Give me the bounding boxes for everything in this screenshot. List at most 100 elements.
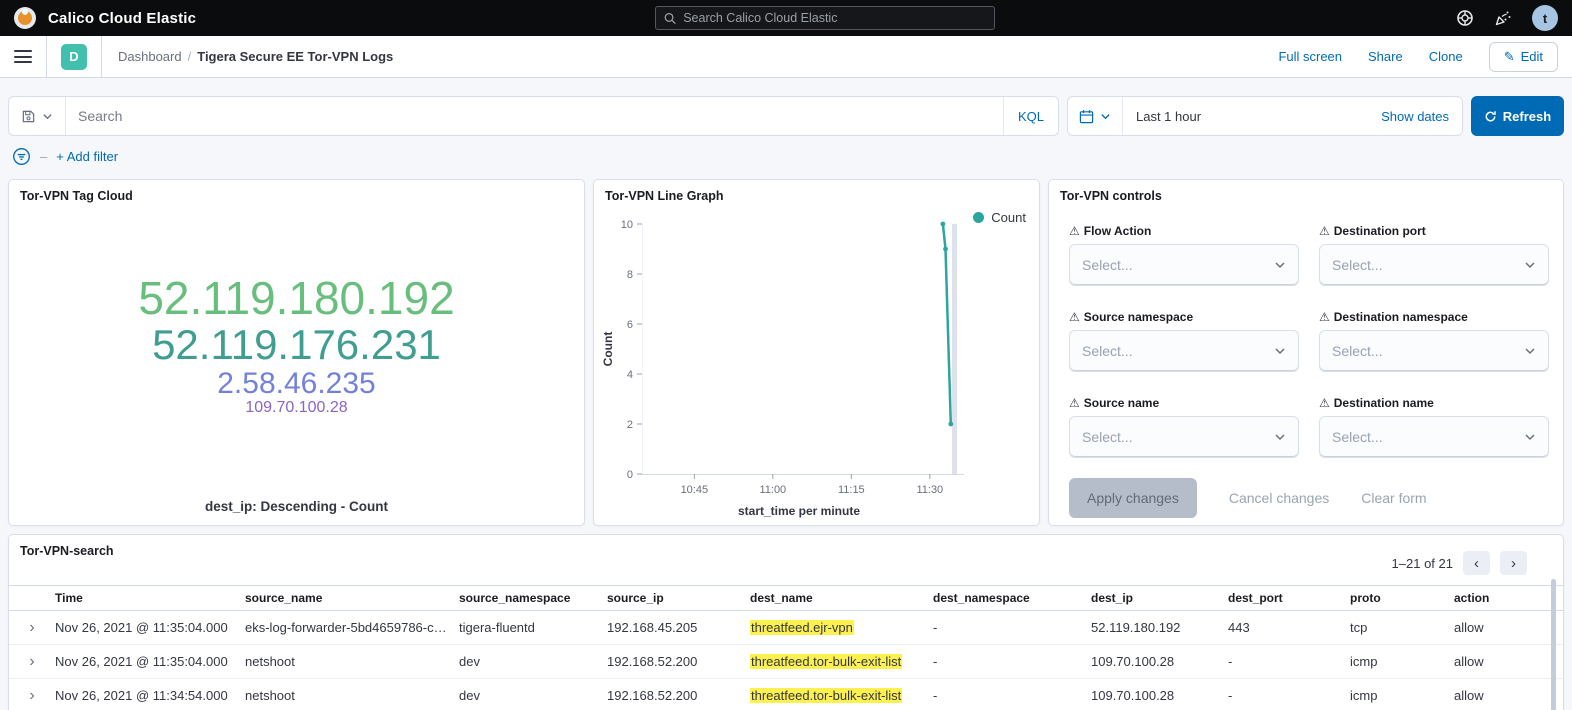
pagination: 1–21 of 21 ‹ ›: [1392, 551, 1527, 575]
next-page-button[interactable]: ›: [1500, 551, 1527, 575]
newsfeed-button[interactable]: [1494, 9, 1512, 27]
expand-row-button[interactable]: ›: [29, 652, 35, 670]
column-header-dest_port[interactable]: dest_port: [1228, 591, 1283, 605]
column-header-dest_namespace[interactable]: dest_namespace: [933, 591, 1030, 605]
space-segment: D: [47, 36, 102, 77]
clear-form-button[interactable]: Clear form: [1361, 490, 1427, 506]
chevron-down-icon: [1525, 262, 1535, 269]
tag-cloud-term[interactable]: 52.119.180.192: [138, 272, 455, 325]
cell-dest_ip: 109.70.100.28: [1091, 688, 1175, 703]
table-row: › Nov 26, 2021 @ 11:34:54.000 netshoot dev 1…: [9, 679, 1563, 710]
pencil-icon: ✎: [1503, 48, 1515, 64]
warning-icon: ⚠: [1069, 224, 1080, 238]
cell-action: allow: [1454, 620, 1484, 635]
column-header-dest_name[interactable]: dest_name: [750, 591, 813, 605]
expand-row-button[interactable]: ›: [29, 686, 35, 704]
cell-dest_ip: 52.119.180.192: [1091, 620, 1181, 635]
help-button[interactable]: [1456, 9, 1474, 27]
highlighted-value: threatfeed.tor-bulk-exit-list: [750, 688, 903, 703]
control-field-label: ⚠ Destination port: [1319, 224, 1426, 238]
add-filter-button[interactable]: + Add filter: [56, 148, 119, 164]
column-header-source_namespace[interactable]: source_namespace: [459, 591, 571, 605]
apply-changes-button[interactable]: Apply changes: [1069, 478, 1197, 518]
table-header-row: Time source_name source_namespace source_ip…: [9, 585, 1563, 611]
refresh-button[interactable]: Refresh: [1471, 96, 1564, 136]
cancel-changes-button[interactable]: Cancel changes: [1228, 490, 1330, 506]
global-search[interactable]: [655, 6, 995, 30]
show-dates-button[interactable]: Show dates: [1381, 108, 1449, 124]
cell-source_namespace: tigera-fluentd: [459, 620, 535, 635]
filter-menu-icon[interactable]: [12, 147, 31, 166]
chevron-down-icon: [1275, 262, 1285, 269]
kql-language-button[interactable]: KQL: [1002, 97, 1058, 135]
cell-dest_port: -: [1228, 688, 1233, 703]
search-input[interactable]: [66, 108, 1003, 124]
svg-text:10:45: 10:45: [681, 484, 709, 496]
space-badge[interactable]: D: [61, 43, 87, 70]
cell-dest_name: threatfeed.tor-bulk-exit-list: [750, 654, 933, 669]
svg-text:start_time per minute: start_time per minute: [738, 504, 860, 518]
select-destination-namespace[interactable]: Select...: [1319, 330, 1549, 372]
tag-cloud-term[interactable]: 109.70.100.28: [245, 398, 348, 416]
legend-dot: [973, 212, 985, 223]
app-title: Calico Cloud Elastic: [48, 9, 197, 27]
global-search-input[interactable]: [683, 11, 986, 25]
breadcrumb-separator: /: [187, 49, 192, 64]
date-quick-menu-button[interactable]: [1068, 97, 1123, 135]
hamburger-menu-icon[interactable]: [14, 50, 32, 63]
svg-text:Count: Count: [601, 332, 615, 367]
control-field-label: ⚠ Destination name: [1319, 396, 1434, 410]
column-header-proto[interactable]: proto: [1350, 591, 1381, 605]
select-destination-name[interactable]: Select...: [1319, 416, 1549, 458]
full-screen-button[interactable]: Full screen: [1278, 49, 1343, 64]
column-header-source_ip[interactable]: source_ip: [607, 591, 664, 605]
tag-cloud-term[interactable]: 2.58.46.235: [217, 366, 376, 400]
tag-cloud: 52.119.180.192 52.119.176.231 2.58.46.235 1…: [9, 216, 584, 475]
column-header-time[interactable]: Time: [55, 591, 83, 605]
calico-logo[interactable]: [14, 7, 36, 29]
svg-text:8: 8: [627, 269, 633, 281]
chevron-down-icon: [43, 113, 52, 119]
kql-query-bar: KQL: [8, 96, 1059, 136]
cell-dest_name: threatfeed.ejr-vpn: [750, 620, 933, 635]
share-button[interactable]: Share: [1368, 49, 1403, 64]
tag-cloud-term[interactable]: 52.119.176.231: [152, 321, 441, 369]
panel-title: Tor-VPN controls: [1060, 189, 1162, 203]
column-header-dest_ip[interactable]: dest_ip: [1091, 591, 1134, 605]
avatar-initial: t: [1542, 10, 1548, 26]
time-range-picker: Last 1 hour Show dates: [1067, 96, 1463, 136]
previous-page-button[interactable]: ‹: [1463, 551, 1490, 575]
legend-label: Count: [991, 210, 1026, 225]
legend-item-count[interactable]: Count: [973, 210, 1026, 225]
breadcrumb-dashboard-link[interactable]: Dashboard: [118, 49, 182, 64]
cell-time: Nov 26, 2021 @ 11:34:54.000: [55, 688, 228, 703]
select-source-name[interactable]: Select...: [1069, 416, 1299, 458]
saved-query-menu-button[interactable]: [9, 97, 66, 135]
global-header: Calico Cloud Elastic t: [0, 0, 1572, 36]
cell-proto: icmp: [1350, 688, 1378, 703]
cell-source_namespace: dev: [459, 688, 480, 703]
cell-time: Nov 26, 2021 @ 11:35:04.000: [55, 620, 228, 635]
chevron-down-icon: [1275, 434, 1285, 441]
expand-row-button[interactable]: ›: [29, 618, 35, 636]
avatar[interactable]: t: [1532, 5, 1558, 31]
pagination-label: 1–21 of 21: [1391, 555, 1453, 571]
edit-button[interactable]: ✎ Edit: [1488, 41, 1558, 72]
column-header-source_name[interactable]: source_name: [245, 591, 323, 605]
control-field-label: ⚠ Source name: [1069, 396, 1160, 410]
select-source-namespace[interactable]: Select...: [1069, 330, 1299, 372]
time-range-value[interactable]: Last 1 hour: [1136, 108, 1202, 124]
select-flow-action[interactable]: Select...: [1069, 244, 1299, 286]
panel-title: Tor-VPN Tag Cloud: [20, 189, 133, 203]
warning-icon: ⚠: [1069, 310, 1080, 324]
clone-button[interactable]: Clone: [1428, 49, 1463, 64]
table-scrollbar[interactable]: [1551, 579, 1556, 710]
column-header-action[interactable]: action: [1454, 591, 1490, 605]
select-destination-port[interactable]: Select...: [1319, 244, 1549, 286]
controls-grid: ⚠ Flow Action Select... ⚠ Destination port Se…: [1049, 212, 1563, 458]
chrome-navbar: D Dashboard / Tigera Secure EE Tor-VPN L…: [0, 36, 1572, 78]
cell-source_ip: 192.168.52.200: [607, 688, 698, 703]
cell-dest_namespace: -: [933, 654, 938, 669]
cell-dest_port: -: [1228, 654, 1233, 669]
warning-icon: ⚠: [1069, 396, 1080, 410]
